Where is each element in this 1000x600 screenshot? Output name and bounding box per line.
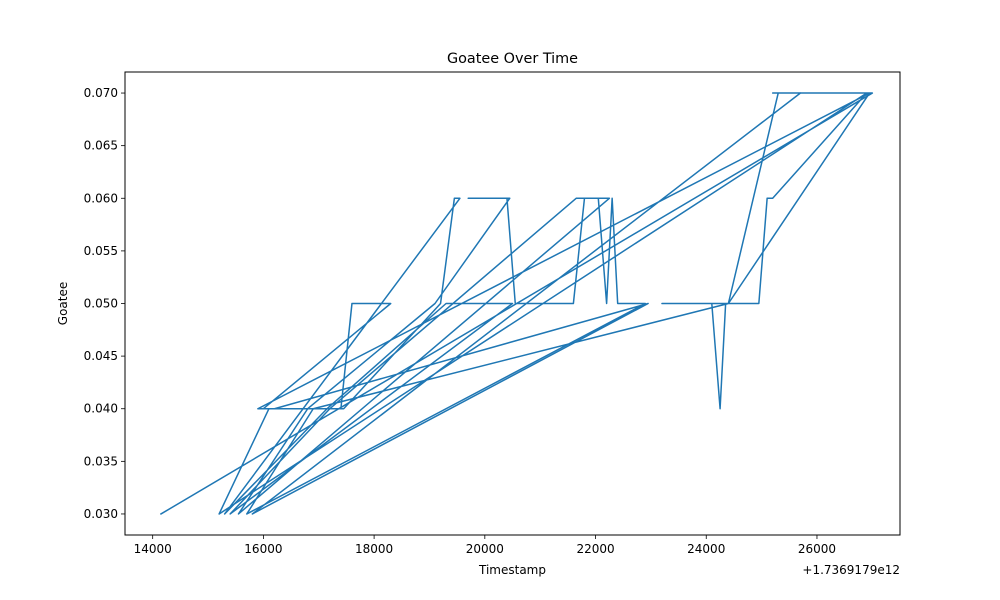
axes-frame <box>124 71 901 536</box>
x-axis-offset-label: +1.7369179e12 <box>802 563 900 577</box>
y-tick-label: 0.035 <box>84 454 118 468</box>
y-tick-label: 0.070 <box>84 86 118 100</box>
y-tick-label: 0.065 <box>84 139 118 153</box>
x-tick-label: 24000 <box>687 542 725 556</box>
series-line-0 <box>159 91 874 515</box>
y-axis-label: Goatee <box>56 282 70 325</box>
chart-title: Goatee Over Time <box>447 51 578 67</box>
x-tick-label: 18000 <box>355 542 393 556</box>
y-axis: 0.030 0.035 0.040 0.045 0.050 0.055 0.060 0.065… <box>84 86 125 521</box>
y-tick-label: 0.040 <box>84 402 118 416</box>
x-tick-label: 14000 <box>134 542 172 556</box>
y-tick-label: 0.060 <box>84 191 118 205</box>
x-tick-label: 20000 <box>466 542 504 556</box>
x-tick-label: 16000 <box>244 542 282 556</box>
plot-area <box>159 91 874 515</box>
y-tick-label: 0.030 <box>84 507 118 521</box>
x-tick-label: 26000 <box>798 542 836 556</box>
y-tick-label: 0.045 <box>84 349 118 363</box>
x-tick-label: 22000 <box>576 542 614 556</box>
y-tick-label: 0.055 <box>84 244 118 258</box>
x-axis: 14000 16000 18000 20000 22000 24000 26000 <box>134 535 836 556</box>
x-axis-label: Timestamp <box>478 563 546 577</box>
y-tick-label: 0.050 <box>84 297 118 311</box>
